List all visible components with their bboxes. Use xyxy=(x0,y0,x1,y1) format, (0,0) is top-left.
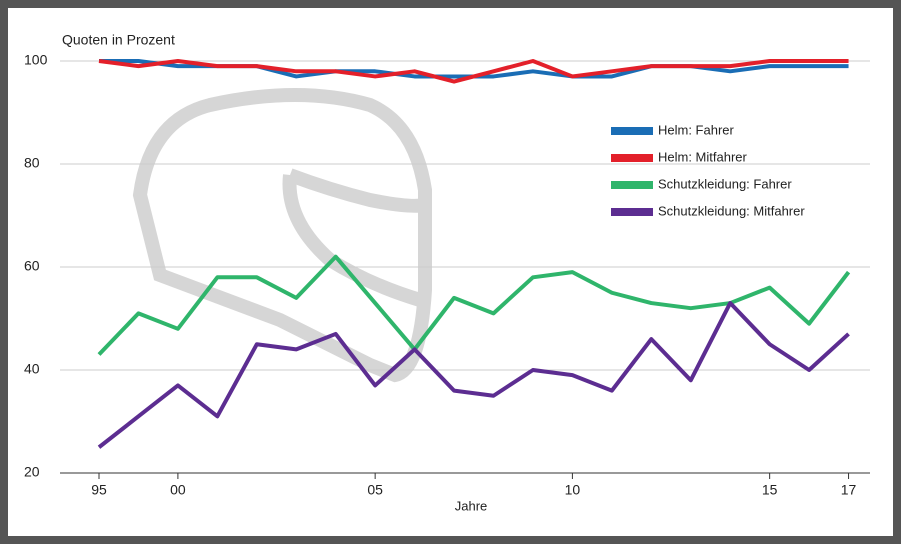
legend-label: Schutzkleidung: Mitfahrer xyxy=(658,203,805,218)
x-tick-label: 10 xyxy=(565,482,581,498)
legend-label: Helm: Mitfahrer xyxy=(658,149,748,164)
series-line xyxy=(97,254,851,356)
legend-swatch xyxy=(611,154,653,162)
y-tick-label: 20 xyxy=(24,464,40,480)
legend-label: Helm: Fahrer xyxy=(658,122,735,137)
legend-swatch xyxy=(611,181,653,189)
x-axis-title: Jahre xyxy=(455,498,488,513)
x-tick-label: 95 xyxy=(91,482,107,498)
x-tick-label: 00 xyxy=(170,482,186,498)
series-line xyxy=(97,301,850,449)
x-tick-label: 05 xyxy=(367,482,383,498)
legend-swatch xyxy=(611,127,653,135)
legend-label: Schutzkleidung: Fahrer xyxy=(658,176,792,191)
legend-swatch xyxy=(611,208,653,216)
helmet-illustration xyxy=(132,88,432,383)
y-tick-label: 100 xyxy=(24,52,48,68)
x-tick-label: 17 xyxy=(841,482,857,498)
y-tick-label: 40 xyxy=(24,361,40,377)
series-line xyxy=(98,59,849,84)
y-tick-label: 80 xyxy=(24,155,40,171)
y-tick-label: 60 xyxy=(24,258,40,274)
x-tick-label: 15 xyxy=(762,482,778,498)
y-axis-title: Quoten in Prozent xyxy=(62,32,175,48)
